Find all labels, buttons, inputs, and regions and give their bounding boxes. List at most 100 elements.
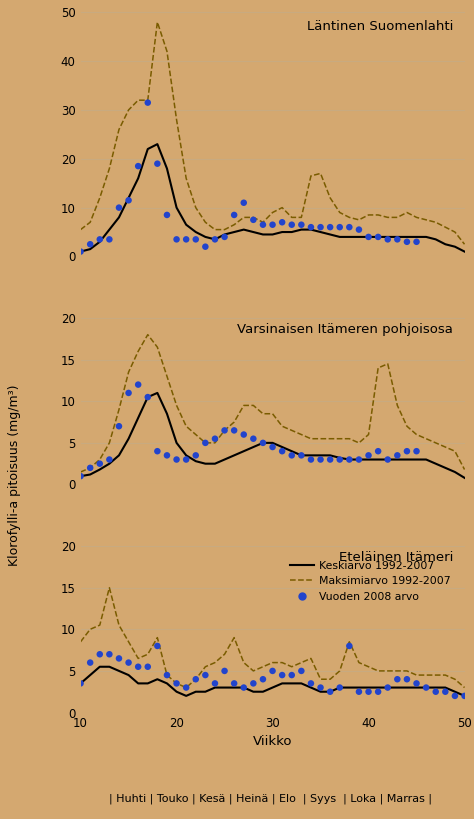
Point [154,157,161,170]
Point [288,218,296,231]
Point [106,648,113,661]
Text: Läntinen Suomenlahti: Läntinen Suomenlahti [307,20,453,33]
Point [346,220,353,233]
Point [106,453,113,466]
Point [307,453,315,466]
Point [365,449,373,462]
Point [326,220,334,233]
Point [307,220,315,233]
Point [96,648,104,661]
Point [403,235,410,248]
Point [384,453,392,466]
Point [317,453,324,466]
Point [96,457,104,470]
Point [278,445,286,458]
Point [249,213,257,226]
Point [249,676,257,690]
Point [173,453,180,466]
Point [201,437,209,450]
Point [393,672,401,686]
Point [374,445,382,458]
Point [144,660,152,673]
Point [125,656,132,669]
Point [154,640,161,653]
Point [163,449,171,462]
Point [259,437,267,450]
Point [115,652,123,665]
Point [230,208,238,221]
Point [77,469,84,482]
Point [269,664,276,677]
Point [96,233,104,246]
Point [125,194,132,207]
Point [144,391,152,404]
Point [307,676,315,690]
X-axis label: Viikko: Viikko [253,735,292,748]
Point [269,218,276,231]
Point [355,223,363,236]
Point [106,233,113,246]
Text: | Huhti | Touko | Kesä | Heinä | Elo  | Syys  | Loka | Marras |: | Huhti | Touko | Kesä | Heinä | Elo | S… [109,794,432,803]
Point [441,686,449,699]
Point [86,238,94,251]
Point [336,681,344,695]
Point [346,640,353,653]
Point [192,672,200,686]
Point [413,676,420,690]
Point [278,215,286,229]
Point [240,428,247,441]
Point [115,419,123,432]
Point [259,218,267,231]
Point [221,664,228,677]
Point [115,201,123,215]
Point [278,668,286,681]
Point [135,660,142,673]
Point [240,197,247,210]
Point [422,681,430,695]
Point [240,681,247,695]
Point [365,686,373,699]
Point [182,681,190,695]
Legend: Keskiarvo 1992-2007, Maksimiarvo 1992-2007, Vuoden 2008 arvo: Keskiarvo 1992-2007, Maksimiarvo 1992-20… [286,556,455,606]
Text: Varsinaisen Itämeren pohjoisosa: Varsinaisen Itämeren pohjoisosa [237,323,453,336]
Point [317,681,324,695]
Point [77,245,84,258]
Point [192,449,200,462]
Point [374,686,382,699]
Point [173,676,180,690]
Point [211,676,219,690]
Point [384,233,392,246]
Point [154,445,161,458]
Point [163,208,171,221]
Point [403,445,410,458]
Point [86,656,94,669]
Point [336,453,344,466]
Point [230,424,238,437]
Point [249,432,257,446]
Point [230,676,238,690]
Point [317,220,324,233]
Point [135,378,142,391]
Point [355,453,363,466]
Point [374,230,382,243]
Point [259,672,267,686]
Point [144,96,152,109]
Point [326,453,334,466]
Point [211,233,219,246]
Point [298,218,305,231]
Point [384,681,392,695]
Point [413,235,420,248]
Point [288,668,296,681]
Point [221,424,228,437]
Point [211,432,219,446]
Point [432,686,439,699]
Point [125,387,132,400]
Point [192,233,200,246]
Point [393,449,401,462]
Point [182,233,190,246]
Text: Eteläinen Itämeri: Eteläinen Itämeri [338,551,453,564]
Point [298,664,305,677]
Point [346,453,353,466]
Point [163,668,171,681]
Point [326,686,334,699]
